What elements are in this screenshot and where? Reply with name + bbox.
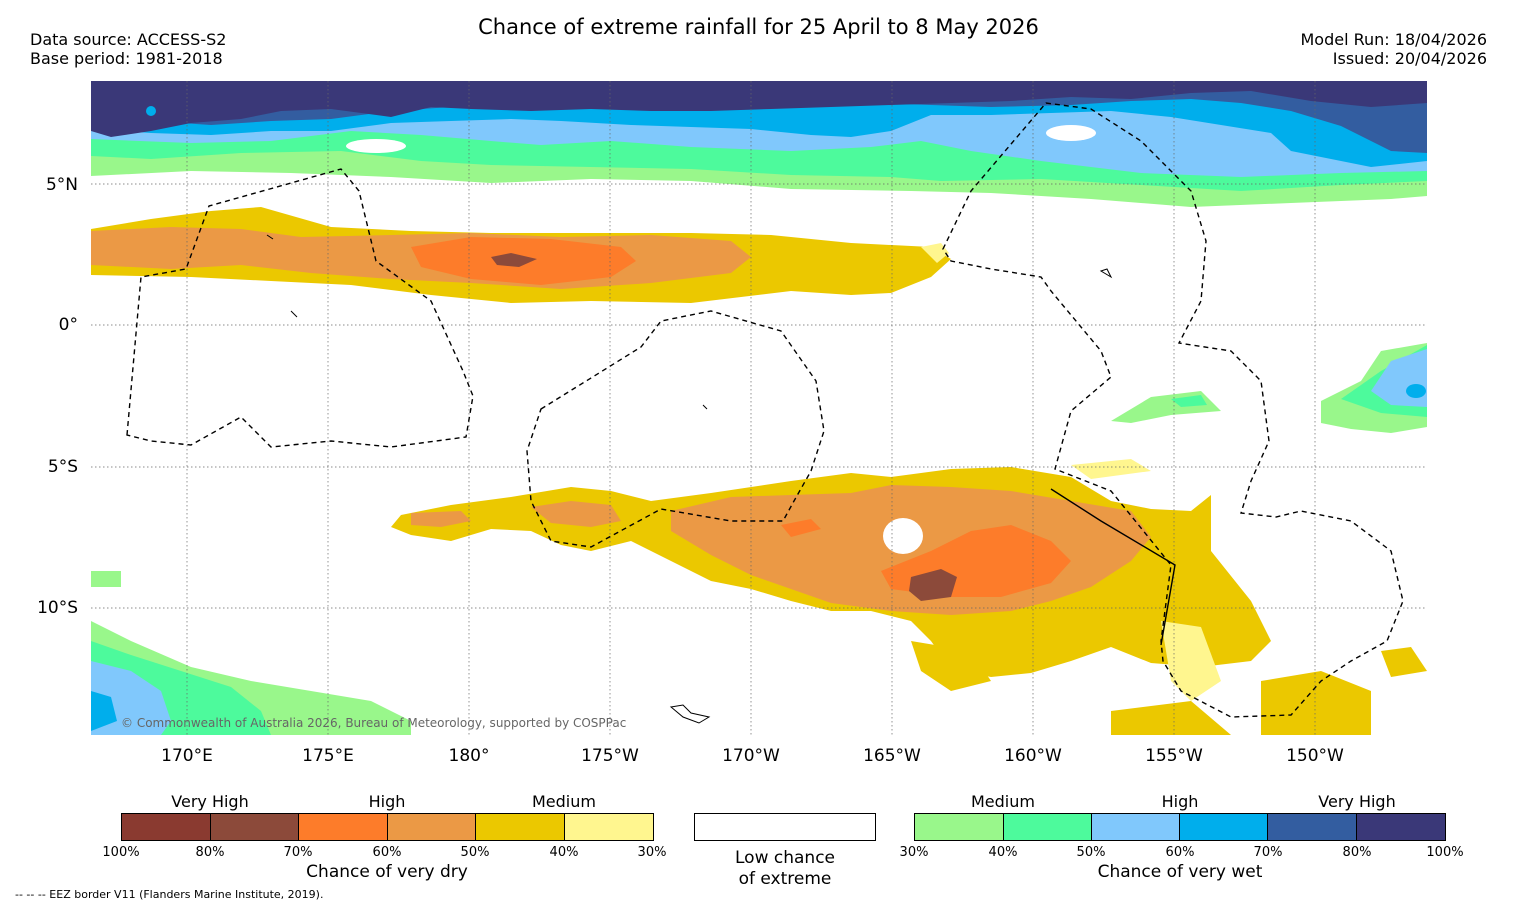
lat-label-5n: 5°N — [45, 175, 78, 195]
boundary-line — [1050, 488, 1176, 646]
legend-dry-swatch — [565, 814, 653, 840]
legend-low-line2: of extreme — [738, 869, 832, 889]
legend-low-line1: Low chance — [735, 848, 835, 868]
lat-label-10s: 10°S — [37, 598, 78, 618]
data-source-block: Data source: ACCESS-S2 Base period: 1981… — [30, 30, 226, 68]
legend-dry-tick: 40% — [549, 845, 579, 860]
lon-label: 160°W — [1004, 746, 1062, 766]
rainfall-map: © Commonwealth of Australia 2026, Bureau… — [91, 81, 1427, 735]
legend-dry-colorbar — [121, 813, 654, 841]
lon-label: 150°W — [1286, 746, 1344, 766]
legend-low-swatch — [694, 813, 876, 841]
issued-date: Issued: 20/04/2026 — [1332, 49, 1487, 68]
legend-dry-swatch — [388, 814, 476, 840]
legend-wet-tick: 50% — [1076, 845, 1106, 860]
lon-label: 175°E — [302, 746, 354, 766]
legend-dry-swatch — [299, 814, 388, 840]
lon-label: 170°W — [722, 746, 780, 766]
legend-wet-swatch — [1268, 814, 1358, 840]
legend-wet-tick: 30% — [899, 845, 929, 860]
legend-wet-tick: 100% — [1426, 845, 1464, 860]
wet-patch-southwest — [91, 571, 411, 735]
base-period: Base period: 1981-2018 — [30, 49, 223, 68]
wet-patch-east — [1111, 343, 1427, 433]
legend-dry-caption: Chance of very dry — [306, 862, 468, 882]
eez-footnote: -- -- -- EEZ border V11 (Flanders Marine… — [15, 888, 324, 901]
legend-dry-tick: 80% — [195, 845, 225, 860]
legend-wet-tick: 70% — [1253, 845, 1283, 860]
legend-wet-swatch — [1003, 814, 1092, 840]
legend-wet-category: High — [1161, 792, 1199, 811]
dry-band-south — [391, 459, 1427, 735]
legend-wet-swatch — [1091, 814, 1181, 840]
legend-dry-category: Medium — [532, 792, 596, 811]
lon-label: 175°W — [581, 746, 639, 766]
legend-dry-swatch — [122, 814, 211, 840]
legend-dry-tick: 60% — [372, 845, 402, 860]
legend-wet-caption: Chance of very wet — [1097, 862, 1263, 882]
gridlines — [91, 81, 1427, 735]
legend-dry-swatch — [211, 814, 299, 840]
legend-wet-tick: 40% — [988, 845, 1018, 860]
legend-wet-category: Very High — [1318, 792, 1396, 811]
dry-band-north — [91, 207, 951, 303]
chart-title: Chance of extreme rainfall for 25 April … — [478, 15, 1039, 39]
run-info-block: Model Run: 18/04/2026 Issued: 20/04/2026 — [1301, 30, 1488, 68]
lat-label-0: 0° — [58, 315, 78, 335]
copyright-text: © Commonwealth of Australia 2026, Bureau… — [121, 716, 626, 730]
legend-dry-category: Very High — [171, 792, 249, 811]
islands — [266, 234, 1113, 724]
lon-label: 180° — [448, 746, 490, 766]
model-run: Model Run: 18/04/2026 — [1300, 30, 1488, 49]
legend-wet-colorbar — [914, 813, 1446, 841]
legend-dry-tick: 100% — [102, 845, 140, 860]
eez-borders — [126, 102, 1404, 718]
lat-label-5s: 5°S — [47, 457, 78, 477]
legend-dry-tick: 70% — [283, 845, 313, 860]
lon-label: 155°W — [1145, 746, 1203, 766]
legend-dry-tick: 50% — [460, 845, 490, 860]
lon-label: 165°W — [863, 746, 921, 766]
legend-dry-swatch — [476, 814, 565, 840]
legend-wet-tick: 60% — [1165, 845, 1195, 860]
legend-wet-swatch — [915, 814, 1004, 840]
lon-label: 170°E — [161, 746, 213, 766]
legend-low-caption: Low chance of extreme — [694, 848, 876, 890]
legend-wet-category: Medium — [971, 792, 1035, 811]
legend-dry-category: High — [368, 792, 406, 811]
data-source: Data source: ACCESS-S2 — [30, 30, 227, 49]
legend-dry-tick: 30% — [637, 845, 667, 860]
legend-wet-swatch — [1357, 814, 1445, 840]
legend-wet-tick: 80% — [1342, 845, 1372, 860]
legend-wet-swatch — [1180, 814, 1269, 840]
wet-band-north — [91, 81, 1427, 207]
